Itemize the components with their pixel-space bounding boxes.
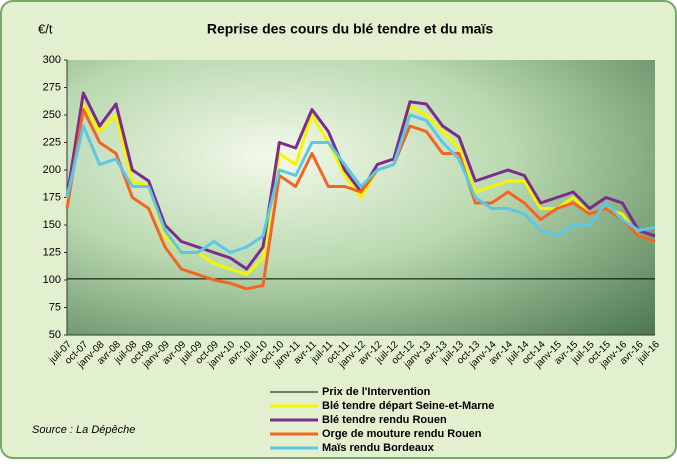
y-tick-label: 300: [43, 54, 61, 66]
legend-label: Blé tendre rendu Rouen: [322, 414, 447, 426]
series-line: [65, 113, 656, 254]
y-tick-label: 250: [43, 109, 61, 121]
y-tick-label: 275: [43, 81, 61, 93]
chart-title: Reprise des cours du blé tendre et du ma…: [207, 21, 494, 37]
y-tick-label: 200: [43, 164, 61, 176]
y-tick-label: 125: [43, 246, 61, 258]
legend-label: Maïs rendu Bordeaux: [322, 442, 435, 454]
y-tick-label: 100: [43, 274, 61, 286]
y-tick-label: 175: [43, 191, 61, 203]
y-tick-label: 225: [43, 136, 61, 148]
y-tick-label: 150: [43, 219, 61, 231]
legend-label: Prix de l'Intervention: [322, 386, 431, 398]
y-tick-label: 75: [49, 301, 61, 313]
y-axis-label: €/t: [38, 21, 53, 36]
y-tick-label: 50: [49, 329, 61, 341]
series-line: [65, 108, 656, 291]
legend-label: Orge de mouture rendu Rouen: [322, 428, 482, 440]
source: Source : La Dépêche: [32, 424, 135, 436]
legend-label: Blé tendre départ Seine-et-Marne: [322, 400, 494, 412]
